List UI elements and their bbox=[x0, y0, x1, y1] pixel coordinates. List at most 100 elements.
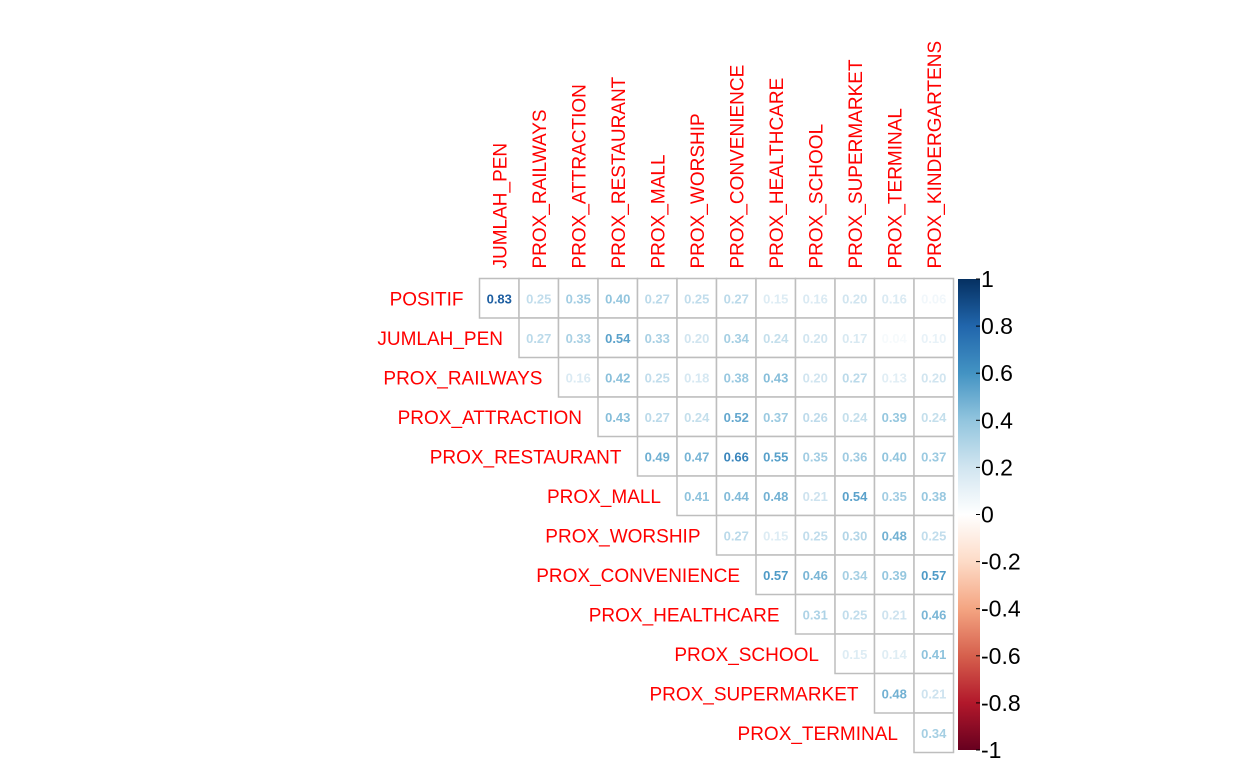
heatmap-cell bbox=[834, 514, 876, 556]
cell-value-label: 0.27 bbox=[645, 410, 670, 425]
heatmap-cell bbox=[913, 672, 955, 714]
heatmap-cell bbox=[834, 554, 876, 596]
heatmap-cell bbox=[755, 356, 797, 398]
row-label: POSITIF bbox=[390, 289, 464, 310]
column-label: PROX_SUPERMARKET bbox=[846, 59, 867, 268]
cell-value-label: 0.25 bbox=[684, 291, 709, 306]
colorbar-tick-label: 0.2 bbox=[981, 454, 1013, 480]
cell-value-label: 0.46 bbox=[803, 568, 828, 583]
cell-value-label: 0.34 bbox=[842, 568, 868, 583]
heatmap-cell bbox=[873, 633, 915, 675]
row-label: PROX_SCHOOL bbox=[674, 645, 819, 666]
cell-value-label: 0.54 bbox=[605, 331, 631, 346]
heatmap-cell bbox=[755, 514, 797, 556]
row-label: PROX_ATTRACTION bbox=[398, 408, 582, 429]
cell-value-label: 0.35 bbox=[882, 489, 907, 504]
cell-value-label: 0.30 bbox=[842, 528, 867, 543]
heatmap-cell bbox=[913, 435, 955, 477]
cell-value-label: 0.41 bbox=[684, 489, 709, 504]
heatmap-cell bbox=[676, 277, 718, 319]
row-label: PROX_TERMINAL bbox=[738, 724, 898, 745]
heatmap-cell bbox=[715, 435, 757, 477]
heatmap-cell bbox=[913, 593, 955, 635]
heatmap-grid: 0.83 0.25 0.35 0.40 0.27 0.25 0.27 0.15 0.16 0.20… bbox=[478, 277, 955, 754]
row-labels: POSITIF JUMLAH_PEN PROX_RAILWAYS PROX_ATTRA… bbox=[377, 289, 898, 745]
heatmap-cell bbox=[518, 317, 560, 359]
row-label: PROX_HEALTHCARE bbox=[589, 605, 780, 626]
cell-value-label: 0.21 bbox=[803, 489, 828, 504]
cell-value-label: 0.24 bbox=[842, 410, 868, 425]
column-label: PROX_SCHOOL bbox=[806, 124, 827, 269]
cell-value-label: 0.34 bbox=[921, 726, 947, 741]
cell-value-label: 0.25 bbox=[803, 528, 828, 543]
cell-value-label: 0.20 bbox=[803, 370, 828, 385]
heatmap-cell bbox=[834, 475, 876, 517]
cell-value-label: 0.17 bbox=[842, 331, 867, 346]
row-label: PROX_RAILWAYS bbox=[383, 368, 542, 389]
cell-value-label: 0.25 bbox=[921, 528, 946, 543]
cell-value-label: 0.16 bbox=[803, 291, 828, 306]
row-label: JUMLAH_PEN bbox=[377, 329, 503, 350]
heatmap-cell bbox=[873, 475, 915, 517]
row-label: PROX_CONVENIENCE bbox=[536, 566, 740, 587]
colorbar-tick-label: 0.4 bbox=[981, 407, 1013, 433]
column-labels: JUMLAH_PEN PROX_RAILWAYS PROX_ATTRACTION PR… bbox=[490, 41, 946, 269]
cell-value-label: 0.34 bbox=[724, 331, 750, 346]
cell-value-label: 0.66 bbox=[724, 449, 749, 464]
cell-value-label: 0.48 bbox=[763, 489, 788, 504]
heatmap-cell bbox=[873, 317, 915, 359]
cell-value-label: 0.25 bbox=[526, 291, 551, 306]
heatmap-cell bbox=[557, 317, 599, 359]
cell-value-label: 0.25 bbox=[645, 370, 670, 385]
cell-value-label: 0.10 bbox=[921, 331, 946, 346]
cell-value-label: 0.27 bbox=[724, 528, 749, 543]
row-label: PROX_MALL bbox=[547, 487, 661, 508]
heatmap-cell bbox=[873, 554, 915, 596]
cell-value-label: 0.39 bbox=[882, 410, 907, 425]
cell-value-label: 0.04 bbox=[882, 331, 908, 346]
cell-value-label: 0.27 bbox=[842, 370, 867, 385]
cell-value-label: 0.55 bbox=[763, 449, 788, 464]
cell-value-label: 0.52 bbox=[724, 410, 749, 425]
cell-value-label: 0.27 bbox=[526, 331, 551, 346]
cell-value-label: 0.31 bbox=[803, 607, 828, 622]
column-label: PROX_TERMINAL bbox=[885, 108, 906, 268]
cell-value-label: 0.43 bbox=[605, 410, 630, 425]
cell-value-label: 0.25 bbox=[842, 607, 867, 622]
cell-value-label: 0.49 bbox=[645, 449, 670, 464]
column-label: PROX_ATTRACTION bbox=[569, 84, 590, 268]
heatmap-cell bbox=[913, 356, 955, 398]
heatmap-cell bbox=[676, 396, 718, 438]
row-label: PROX_SUPERMARKET bbox=[649, 684, 858, 705]
heatmap-cell bbox=[676, 475, 718, 517]
cell-value-label: 0.16 bbox=[566, 370, 591, 385]
heatmap-cell bbox=[834, 356, 876, 398]
heatmap-cell bbox=[755, 277, 797, 319]
colorbar-tick-label: 0.6 bbox=[981, 360, 1013, 386]
cell-value-label: 0.15 bbox=[842, 647, 867, 662]
colorbar-tick-label: -1 bbox=[981, 737, 1001, 763]
cell-value-label: 0.21 bbox=[921, 686, 946, 701]
column-label: PROX_KINDERGARTENS bbox=[925, 41, 946, 269]
colorbar-gradient bbox=[958, 279, 980, 750]
cell-value-label: 0.20 bbox=[921, 370, 946, 385]
column-label: PROX_WORSHIP bbox=[688, 113, 709, 268]
colorbar-tick-label: 1 bbox=[981, 266, 994, 292]
colorbar-tick-label: -0.4 bbox=[981, 596, 1021, 622]
heatmap-cell bbox=[913, 554, 955, 596]
heatmap-cell bbox=[913, 277, 955, 319]
cell-value-label: 0.42 bbox=[605, 370, 630, 385]
cell-value-label: 0.20 bbox=[842, 291, 867, 306]
heatmap-cell bbox=[755, 317, 797, 359]
cell-value-label: 0.43 bbox=[763, 370, 788, 385]
cell-value-label: 0.44 bbox=[724, 489, 750, 504]
colorbar-tick-label: -0.8 bbox=[981, 690, 1021, 716]
cell-value-label: 0.24 bbox=[921, 410, 947, 425]
heatmap-cell bbox=[755, 435, 797, 477]
cell-value-label: 0.16 bbox=[882, 291, 907, 306]
column-label: PROX_CONVENIENCE bbox=[727, 65, 748, 269]
column-label: PROX_HEALTHCARE bbox=[767, 78, 788, 269]
cell-value-label: 0.35 bbox=[803, 449, 828, 464]
cell-value-label: 0.27 bbox=[724, 291, 749, 306]
cell-value-label: 0.54 bbox=[842, 489, 868, 504]
